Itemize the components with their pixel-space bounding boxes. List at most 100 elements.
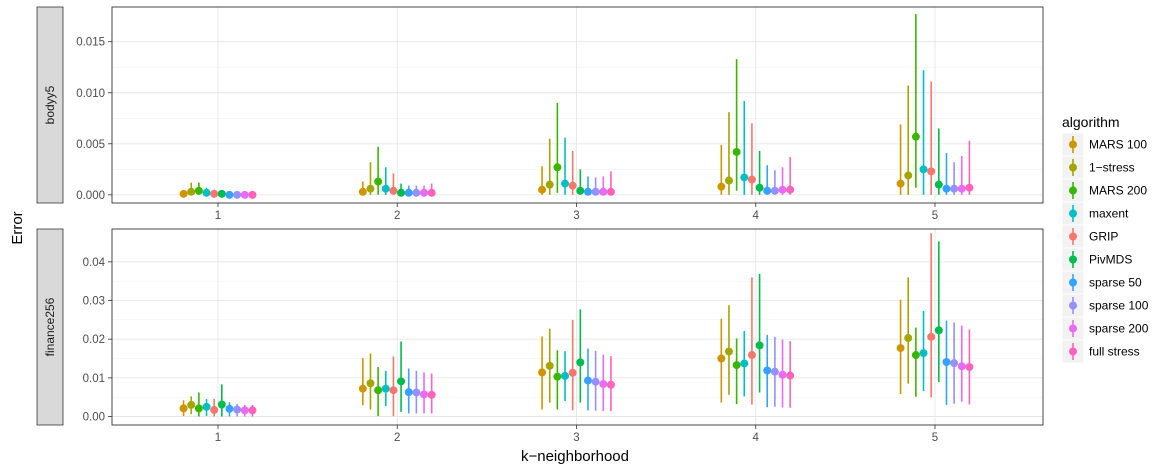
data-point <box>763 366 772 375</box>
data-point <box>374 177 383 186</box>
legend-point <box>1069 278 1077 287</box>
data-point <box>732 147 741 156</box>
data-point <box>599 187 608 196</box>
y-tick-label: 0.005 <box>76 139 105 151</box>
data-point <box>210 189 219 198</box>
legend-label: sparse 50 <box>1089 276 1142 290</box>
data-point <box>755 341 764 350</box>
data-point <box>919 349 928 358</box>
data-point <box>561 179 570 188</box>
data-point <box>724 176 733 185</box>
legend-label: MARS 200 <box>1089 184 1147 198</box>
x-tick-label: 2 <box>394 210 400 222</box>
legend-point <box>1069 186 1077 195</box>
data-point <box>187 187 196 196</box>
data-point <box>957 362 966 371</box>
legend: algorithm MARS 100 1−stress MARS 200 maxent G… <box>1061 114 1149 364</box>
y-tick-label: 0.03 <box>83 296 105 308</box>
data-point <box>553 163 562 172</box>
data-point <box>404 188 413 197</box>
data-point <box>217 400 226 409</box>
data-point <box>427 188 436 197</box>
data-point <box>786 185 795 194</box>
data-point <box>538 185 547 194</box>
data-point <box>934 326 943 335</box>
legend-label: sparse 100 <box>1089 299 1149 313</box>
data-point <box>896 179 905 188</box>
legend-point <box>1069 324 1077 333</box>
legend-point <box>1069 301 1077 310</box>
data-point <box>366 379 375 388</box>
legend-label: maxent <box>1089 207 1129 221</box>
data-point <box>732 361 741 370</box>
data-point <box>717 354 726 363</box>
x-axis-title: k−neighborhood <box>521 448 629 465</box>
y-tick-label: 0.010 <box>76 88 105 100</box>
data-point <box>545 180 554 189</box>
data-point <box>724 347 733 356</box>
y-tick-label: 0.000 <box>76 190 105 202</box>
data-point <box>927 167 936 176</box>
data-point <box>606 380 615 389</box>
data-point <box>381 384 390 393</box>
data-point <box>583 187 592 196</box>
panel-background <box>112 7 1043 203</box>
y-tick-label: 0.015 <box>76 37 105 49</box>
x-tick-label: 5 <box>932 432 938 444</box>
data-point <box>763 186 772 195</box>
data-point <box>950 184 959 193</box>
data-point <box>210 405 219 414</box>
data-point <box>778 185 787 194</box>
strip-bodyy5 <box>36 6 64 204</box>
data-point <box>911 351 920 360</box>
data-point <box>427 390 436 399</box>
data-point <box>404 388 413 397</box>
data-point <box>358 384 367 393</box>
data-point <box>717 182 726 191</box>
data-point <box>381 184 390 193</box>
data-point <box>233 190 242 199</box>
data-point <box>591 377 600 386</box>
data-point <box>358 187 367 196</box>
x-tick-label: 3 <box>573 432 579 444</box>
data-point <box>568 368 577 377</box>
data-point <box>568 181 577 190</box>
x-tick-label: 4 <box>753 210 760 222</box>
data-point <box>786 371 795 380</box>
data-point <box>965 363 974 372</box>
data-point <box>583 376 592 385</box>
x-tick-label: 4 <box>753 432 760 444</box>
data-point <box>904 171 913 180</box>
data-point <box>420 390 429 399</box>
data-point <box>770 186 779 195</box>
x-tick-label: 1 <box>215 210 221 222</box>
data-point <box>389 186 398 195</box>
data-point <box>240 190 249 199</box>
data-point <box>374 386 383 395</box>
data-point <box>412 188 421 197</box>
data-point <box>389 386 398 395</box>
x-tick-label: 2 <box>394 432 400 444</box>
legend-point <box>1069 232 1077 241</box>
data-point <box>591 187 600 196</box>
data-point <box>911 132 920 141</box>
legend-label: 1−stress <box>1089 161 1135 175</box>
data-point <box>576 186 585 195</box>
data-point <box>747 175 756 184</box>
data-point <box>194 404 203 413</box>
data-point <box>927 332 936 341</box>
data-point <box>225 190 234 199</box>
x-tick-label: 3 <box>573 210 579 222</box>
data-point <box>179 189 188 198</box>
data-point <box>194 186 203 195</box>
legend-label: full stress <box>1089 345 1140 359</box>
legend-label: MARS 100 <box>1089 138 1147 152</box>
y-tick-label: 0.02 <box>83 334 105 346</box>
data-point <box>240 406 249 415</box>
data-point <box>942 184 951 193</box>
data-point <box>904 334 913 343</box>
y-tick-label: 0.00 <box>83 411 105 423</box>
data-point <box>599 380 608 389</box>
